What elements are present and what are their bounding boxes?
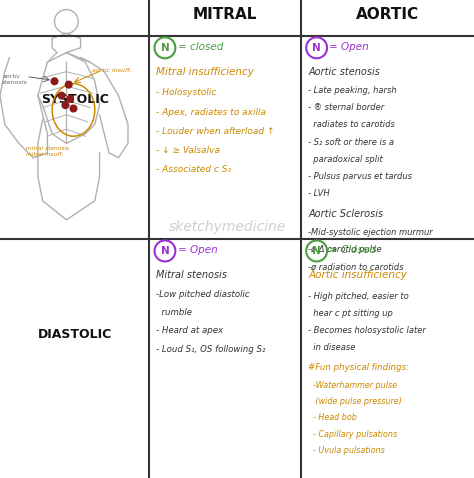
Text: AORTIC: AORTIC	[356, 7, 419, 22]
Text: hear c pt sitting up: hear c pt sitting up	[308, 309, 393, 318]
Circle shape	[51, 78, 58, 85]
Circle shape	[67, 96, 73, 102]
Text: - Louder when afterload ↑: - Louder when afterload ↑	[156, 127, 275, 136]
Text: N: N	[161, 246, 169, 256]
Text: MITRAL: MITRAL	[193, 7, 257, 22]
Text: radiates to carotids: radiates to carotids	[308, 120, 395, 130]
Text: -Waterhammer pulse: -Waterhammer pulse	[308, 381, 397, 390]
Text: Aortic insufficiency: Aortic insufficiency	[308, 270, 407, 280]
Text: - LVH: - LVH	[308, 189, 330, 198]
Text: - S₂ soft or there is a: - S₂ soft or there is a	[308, 138, 394, 147]
Text: = Closed: = Closed	[329, 245, 376, 255]
Text: -Mid-systolic ejection murmur: -Mid-systolic ejection murmur	[308, 228, 433, 237]
Text: - Heard at apex: - Heard at apex	[156, 326, 224, 336]
Text: - Apex, radiates to axilla: - Apex, radiates to axilla	[156, 108, 266, 117]
Text: DIASTOLIC: DIASTOLIC	[37, 328, 112, 341]
Text: sketchymedicine: sketchymedicine	[169, 220, 286, 234]
Circle shape	[65, 81, 72, 88]
Circle shape	[58, 92, 65, 99]
Text: paradoxical split: paradoxical split	[308, 155, 383, 164]
Text: -ø radiation to carotids: -ø radiation to carotids	[308, 262, 404, 272]
Text: in disease: in disease	[308, 343, 356, 352]
Text: mitral stenosis
mitral insuff.: mitral stenosis mitral insuff.	[26, 146, 69, 157]
Text: (wide pulse pressure): (wide pulse pressure)	[308, 397, 402, 406]
Text: - Uvula pulsations: - Uvula pulsations	[308, 446, 385, 455]
Text: - Becomes holosystolic later: - Becomes holosystolic later	[308, 326, 426, 335]
Text: - Holosystolic: - Holosystolic	[156, 88, 217, 98]
Text: aortic
stenosis: aortic stenosis	[2, 74, 28, 85]
Text: rumble: rumble	[156, 308, 192, 317]
Text: = Open: = Open	[178, 245, 218, 255]
Text: aortic insuff.: aortic insuff.	[92, 68, 132, 73]
Text: SYSTOLIC: SYSTOLIC	[41, 93, 109, 106]
Text: - Head bob: - Head bob	[308, 413, 357, 423]
Text: - Capillary pulsations: - Capillary pulsations	[308, 430, 397, 439]
Text: Mitral insufficiency: Mitral insufficiency	[156, 67, 254, 77]
Text: - ® sternal border: - ® sternal border	[308, 103, 384, 112]
Text: - Loud S₁, OS following S₂: - Loud S₁, OS following S₂	[156, 345, 266, 354]
Text: Aortic Sclerosis: Aortic Sclerosis	[308, 209, 383, 219]
Text: = Open: = Open	[329, 42, 369, 52]
Circle shape	[70, 105, 77, 112]
Text: -Low pitched diastolic: -Low pitched diastolic	[156, 290, 250, 299]
Text: - Late peaking, harsh: - Late peaking, harsh	[308, 86, 397, 95]
Text: - ↓ ≥ Valsalva: - ↓ ≥ Valsalva	[156, 146, 220, 155]
Text: - High pitched, easier to: - High pitched, easier to	[308, 292, 409, 301]
Text: -ø Δ carotid pulse: -ø Δ carotid pulse	[308, 245, 382, 254]
Text: #Fun physical findings:: #Fun physical findings:	[308, 363, 409, 372]
Text: N: N	[161, 43, 169, 53]
Circle shape	[62, 102, 69, 109]
Text: - Pulsus parvus et tardus: - Pulsus parvus et tardus	[308, 172, 412, 181]
Text: Aortic stenosis: Aortic stenosis	[308, 67, 380, 77]
Text: = closed: = closed	[178, 42, 223, 52]
Text: N: N	[312, 43, 321, 53]
Text: - Associated c S₃: - Associated c S₃	[156, 165, 231, 174]
Text: N: N	[312, 246, 321, 256]
Text: Mitral stenosis: Mitral stenosis	[156, 270, 228, 280]
